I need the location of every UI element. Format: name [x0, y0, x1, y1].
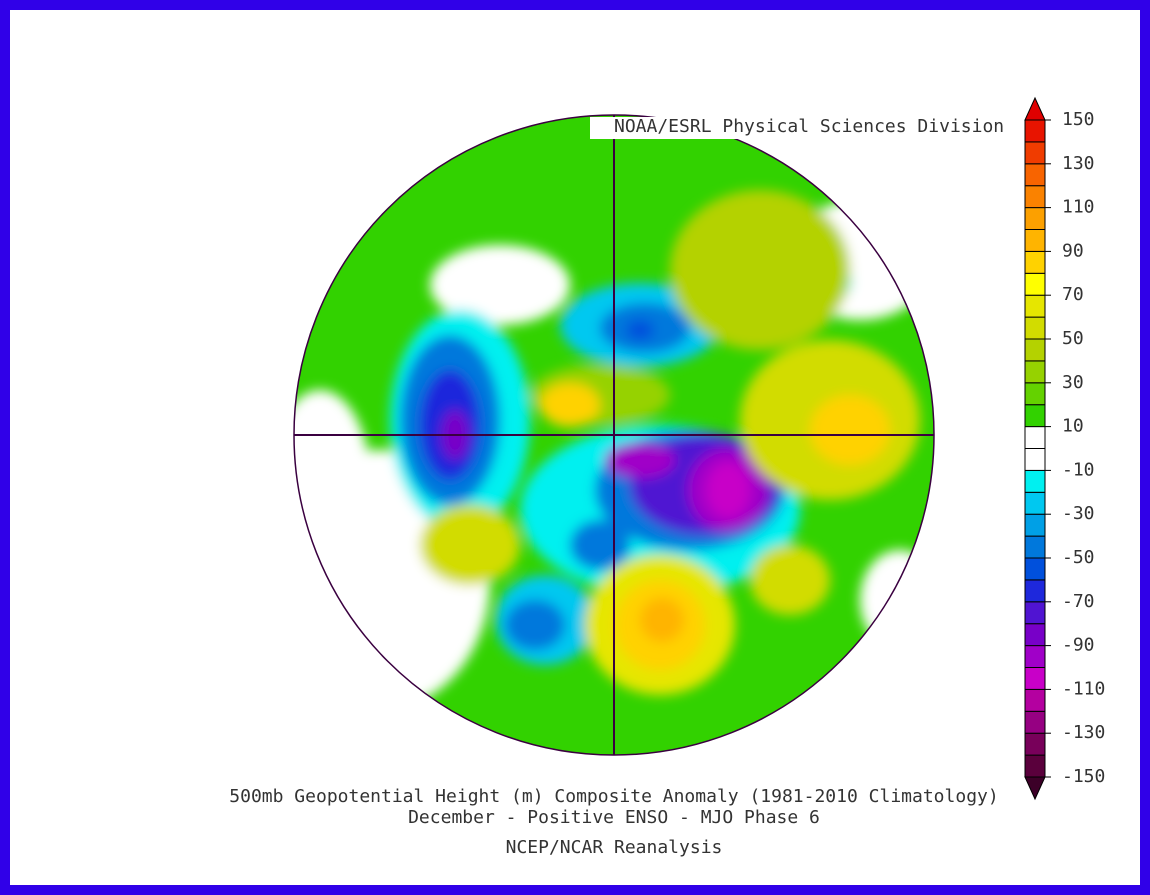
- colorbar-box: [1024, 645, 1046, 668]
- colorbar-box: [1024, 535, 1046, 559]
- colorbar-over: [1024, 96, 1046, 121]
- colorbar-box: [1024, 754, 1046, 778]
- colorbar-box: [1024, 360, 1046, 384]
- colorbar-box: [1024, 426, 1046, 450]
- colorbar-box: [1024, 272, 1046, 296]
- colorbar-box: [1024, 141, 1046, 165]
- colorbar-label: -10: [1062, 459, 1095, 480]
- colorbar-box: [1024, 667, 1046, 690]
- colorbar-box: [1024, 404, 1046, 428]
- colorbar-label: -70: [1062, 591, 1095, 612]
- colorbar-box: [1024, 688, 1046, 712]
- colorbar-box: [1024, 338, 1046, 362]
- anomaly-map: [294, 115, 934, 755]
- colorbar-box: [1024, 163, 1046, 187]
- colorbar: 150 130 110 90 70 50 30 10 -10 -30 -50 -70 -90 -110 -1…: [1024, 96, 1105, 801]
- colorbar-label: 50: [1062, 328, 1084, 349]
- colorbar-box: [1024, 732, 1046, 756]
- colorbar-box: [1024, 294, 1046, 318]
- colorbar-label: 30: [1062, 372, 1084, 393]
- colorbar-label: -30: [1062, 503, 1095, 524]
- map-subtitle: December - Positive ENSO - MJO Phase 6: [408, 807, 820, 828]
- colorbar-box: [1024, 207, 1046, 231]
- colorbar-label: 130: [1062, 153, 1095, 174]
- colorbar-label: 10: [1062, 416, 1084, 437]
- colorbar-label: -130: [1062, 722, 1105, 743]
- colorbar-label: -110: [1062, 678, 1105, 699]
- credit-box: [590, 117, 935, 139]
- colorbar-box: [1024, 579, 1046, 603]
- colorbar-label: -90: [1062, 635, 1095, 656]
- colorbar-label: 70: [1062, 284, 1084, 305]
- colorbar-box: [1024, 513, 1046, 537]
- colorbar-box: [1024, 469, 1046, 493]
- colorbar-box: [1024, 119, 1046, 143]
- colorbar-under: [1024, 776, 1046, 801]
- colorbar-box: [1024, 185, 1046, 209]
- colorbar-box: [1024, 382, 1046, 406]
- map-title: 500mb Geopotential Height (m) Composite …: [229, 786, 998, 807]
- colorbar-box: [1024, 229, 1046, 252]
- colorbar-box: [1024, 250, 1046, 274]
- credit: NOAA/ESRL Physical Sciences Division: [614, 116, 1004, 137]
- colorbar-box: [1024, 601, 1046, 625]
- colorbar-box: [1024, 316, 1046, 340]
- colorbar-label: -50: [1062, 547, 1095, 568]
- colorbar-label: 150: [1062, 109, 1095, 130]
- colorbar-label: 90: [1062, 240, 1084, 261]
- colorbar-box: [1024, 710, 1046, 734]
- colorbar-box: [1024, 448, 1046, 471]
- colorbar-box: [1024, 557, 1046, 581]
- colorbar-label: -150: [1062, 766, 1105, 787]
- colorbar-label: 110: [1062, 197, 1095, 218]
- source: NCEP/NCAR Reanalysis: [506, 837, 723, 858]
- colorbar-box: [1024, 623, 1046, 647]
- colorbar-box: [1024, 491, 1046, 515]
